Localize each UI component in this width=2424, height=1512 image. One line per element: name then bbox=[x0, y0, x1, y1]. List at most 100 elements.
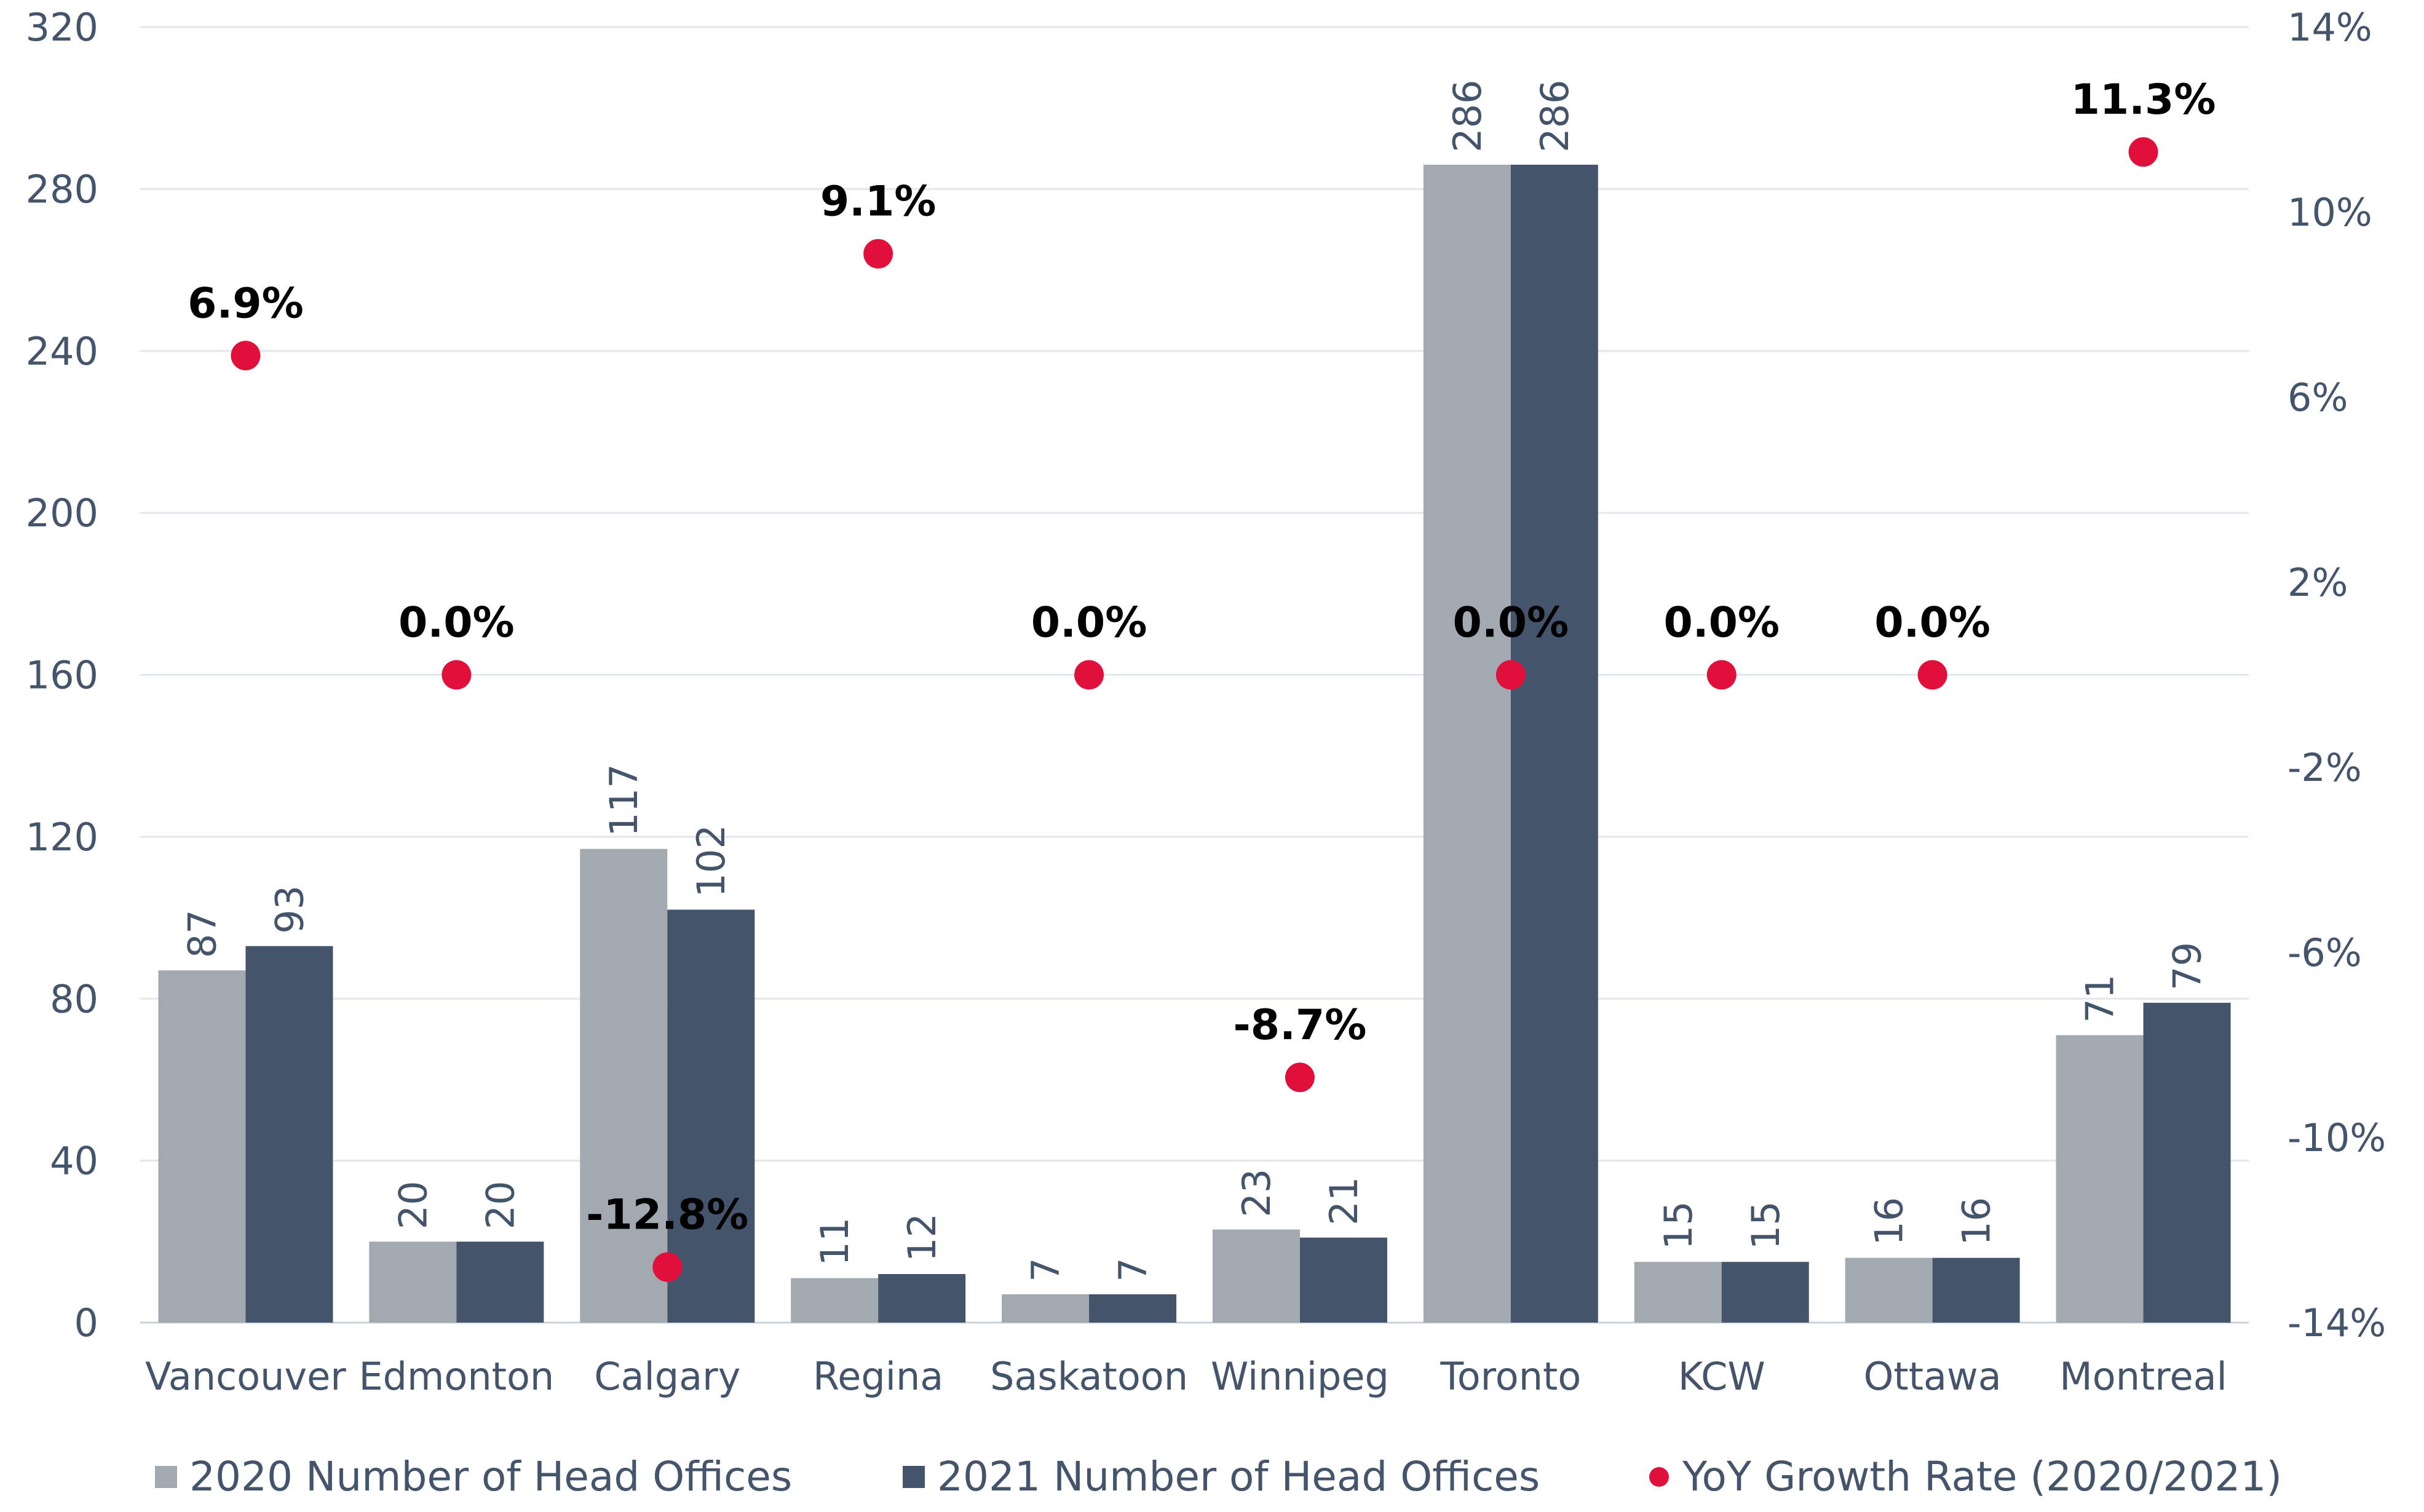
growth-point bbox=[231, 341, 261, 371]
growth-point bbox=[652, 1252, 683, 1282]
bar bbox=[2056, 1035, 2144, 1323]
bar bbox=[1423, 164, 1511, 1323]
category-label: Calgary bbox=[594, 1354, 740, 1399]
growth-point bbox=[2128, 137, 2158, 167]
growth-markers: 6.9% 0.0% -12.8% 9.1% 0.0% -8.7% 0.0% 0.0% 0.0% 1… bbox=[188, 76, 2216, 1282]
bar bbox=[1002, 1294, 1090, 1323]
right-axis-tick-label: -10% bbox=[2287, 1115, 2386, 1160]
growth-value-label: 0.0% bbox=[1031, 599, 1147, 647]
category-label: Edmonton bbox=[358, 1354, 554, 1399]
legend-entry: 2020 Number of Head Offices bbox=[189, 1453, 792, 1500]
bar bbox=[580, 849, 668, 1323]
growth-value-label: 0.0% bbox=[398, 599, 515, 647]
category-axis: Vancouver Edmonton Calgary Regina Saskatoon W… bbox=[145, 1354, 2227, 1399]
category-label: Ottawa bbox=[1864, 1354, 2002, 1399]
left-axis-tick-label: 320 bbox=[26, 5, 98, 50]
bar-value-label: 11 bbox=[812, 1217, 857, 1266]
growth-point bbox=[1917, 660, 1947, 690]
right-axis-tick-label: -14% bbox=[2287, 1300, 2386, 1345]
legend-swatch bbox=[1649, 1467, 1669, 1487]
right-axis: -14% -10% -6% -2% 2% 6% 10% 14% bbox=[2287, 5, 2386, 1345]
legend-entry: YoY Growth Rate (2020/2021) bbox=[1682, 1453, 2282, 1500]
bar bbox=[667, 909, 755, 1323]
right-axis-tick-label: -2% bbox=[2287, 745, 2362, 790]
legend-swatch bbox=[155, 1466, 177, 1488]
growth-value-label: 0.0% bbox=[1874, 599, 1990, 647]
legend-swatch bbox=[903, 1466, 925, 1488]
left-axis-tick-label: 200 bbox=[26, 491, 98, 536]
bar-value-label: 286 bbox=[1445, 80, 1490, 152]
bars bbox=[158, 164, 2231, 1323]
growth-point bbox=[863, 239, 893, 269]
bar-value-label: 93 bbox=[267, 885, 312, 934]
left-axis-tick-label: 280 bbox=[26, 167, 98, 212]
bar bbox=[1634, 1262, 1722, 1323]
left-axis-tick-label: 240 bbox=[26, 329, 98, 374]
bar bbox=[1932, 1257, 2020, 1323]
bar-value-label: 15 bbox=[1656, 1201, 1701, 1249]
right-axis-tick-label: 6% bbox=[2287, 375, 2348, 420]
bar bbox=[1845, 1257, 1933, 1323]
bar bbox=[158, 970, 246, 1323]
bar-value-label: 23 bbox=[1234, 1169, 1279, 1217]
category-label: KCW bbox=[1678, 1354, 1765, 1399]
category-label: Toronto bbox=[1440, 1354, 1581, 1399]
left-axis-tick-label: 40 bbox=[50, 1139, 98, 1184]
category-label: Vancouver bbox=[145, 1354, 346, 1399]
bar bbox=[1212, 1229, 1300, 1323]
growth-point bbox=[1074, 660, 1104, 690]
bar bbox=[1299, 1237, 1387, 1323]
gridlines bbox=[140, 26, 2249, 1324]
growth-value-label: 0.0% bbox=[1453, 599, 1569, 647]
growth-value-label: 0.0% bbox=[1663, 599, 1780, 647]
bar-value-label: 20 bbox=[390, 1181, 435, 1229]
bar bbox=[456, 1241, 544, 1323]
legend: 2020 Number of Head Offices 2021 Number o… bbox=[155, 1453, 2282, 1500]
left-axis-tick-label: 80 bbox=[50, 976, 98, 1021]
bar-value-label: 16 bbox=[1867, 1197, 1912, 1246]
category-label: Saskatoon bbox=[990, 1354, 1188, 1399]
bar bbox=[1721, 1262, 1809, 1323]
category-label: Winnipeg bbox=[1211, 1354, 1389, 1399]
bar-value-label: 21 bbox=[1321, 1177, 1366, 1225]
growth-value-label: -12.8% bbox=[586, 1191, 748, 1240]
bar bbox=[791, 1278, 879, 1323]
bar-value-label: 20 bbox=[478, 1181, 523, 1229]
category-label: Montreal bbox=[2059, 1354, 2227, 1399]
bar-value-label: 16 bbox=[1954, 1197, 1999, 1246]
left-axis: 0 40 80 120 160 200 240 280 320 bbox=[26, 5, 98, 1345]
growth-value-label: -8.7% bbox=[1234, 1001, 1367, 1050]
left-axis-tick-label: 0 bbox=[74, 1300, 98, 1345]
bar-value-label: 71 bbox=[2078, 975, 2123, 1023]
right-axis-tick-label: -6% bbox=[2287, 930, 2362, 975]
bar-value-label: 15 bbox=[1743, 1201, 1788, 1249]
right-axis-tick-label: 2% bbox=[2287, 560, 2348, 605]
growth-value-label: 11.3% bbox=[2071, 76, 2216, 124]
right-axis-tick-label: 10% bbox=[2287, 190, 2372, 235]
right-axis-tick-label: 14% bbox=[2287, 5, 2372, 50]
bar-value-label: 12 bbox=[900, 1213, 945, 1262]
category-label: Regina bbox=[813, 1354, 943, 1399]
bar bbox=[369, 1241, 457, 1323]
left-axis-tick-label: 120 bbox=[26, 815, 98, 860]
growth-point bbox=[1495, 660, 1526, 690]
bar bbox=[245, 946, 333, 1323]
growth-value-label: 6.9% bbox=[188, 279, 304, 328]
growth-point bbox=[1706, 660, 1737, 690]
bar-data-labels: 87 93 20 20 117 102 11 12 7 7 23 21 286 286 15 15 16 16 71… bbox=[180, 80, 2209, 1282]
bar-value-label: 286 bbox=[1532, 80, 1577, 152]
bar bbox=[2143, 1002, 2231, 1323]
bar-value-label: 117 bbox=[601, 764, 646, 836]
bar-value-label: 79 bbox=[2165, 942, 2210, 991]
growth-point bbox=[442, 660, 472, 690]
growth-point bbox=[1285, 1063, 1315, 1093]
legend-entry: 2021 Number of Head Offices bbox=[937, 1453, 1540, 1500]
bar-value-label: 7 bbox=[1023, 1257, 1068, 1281]
bar bbox=[878, 1273, 966, 1323]
bar-value-label: 87 bbox=[180, 909, 224, 958]
growth-value-label: 9.1% bbox=[820, 178, 937, 226]
bar bbox=[1510, 164, 1598, 1323]
bar-value-label: 102 bbox=[689, 825, 734, 897]
bar bbox=[1089, 1294, 1177, 1323]
